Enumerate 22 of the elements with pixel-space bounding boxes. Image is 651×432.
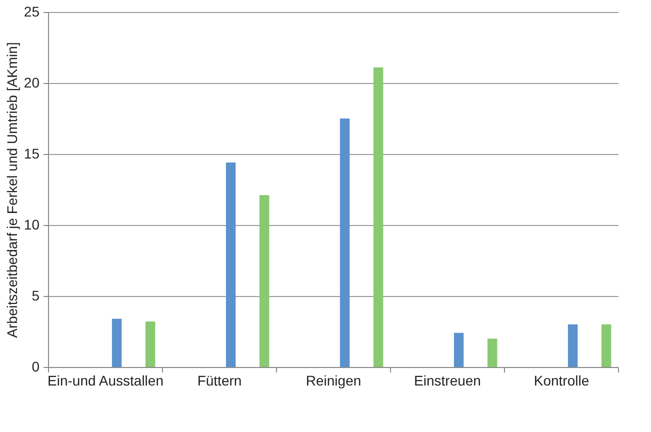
x-tick-label: Ein-und Ausstallen [48, 372, 164, 388]
x-tick-label: Einstreuen [414, 372, 481, 388]
x-tick-label: Füttern [197, 372, 242, 388]
y-tick-label: 25 [24, 4, 40, 20]
y-axis-title: Arbeitszeitbedarf je Ferkel und Umtrieb [AKmin] [4, 42, 20, 338]
y-tick-label: 15 [24, 146, 40, 162]
y-tick-label: 20 [24, 74, 40, 90]
x-tick-label: Reinigen [306, 372, 362, 388]
y-tick-label: 10 [24, 216, 40, 232]
bar [226, 162, 236, 367]
x-tick-label: Kontrolle [534, 372, 590, 388]
bar [487, 338, 498, 367]
bar [454, 332, 464, 367]
bar [340, 118, 350, 367]
bar [145, 322, 156, 367]
bar [568, 324, 578, 367]
y-tick-label: 5 [32, 288, 40, 304]
bar [373, 67, 384, 367]
bar [112, 318, 122, 367]
bar [259, 195, 270, 367]
y-tick-label: 0 [32, 358, 40, 374]
bar [601, 324, 612, 367]
